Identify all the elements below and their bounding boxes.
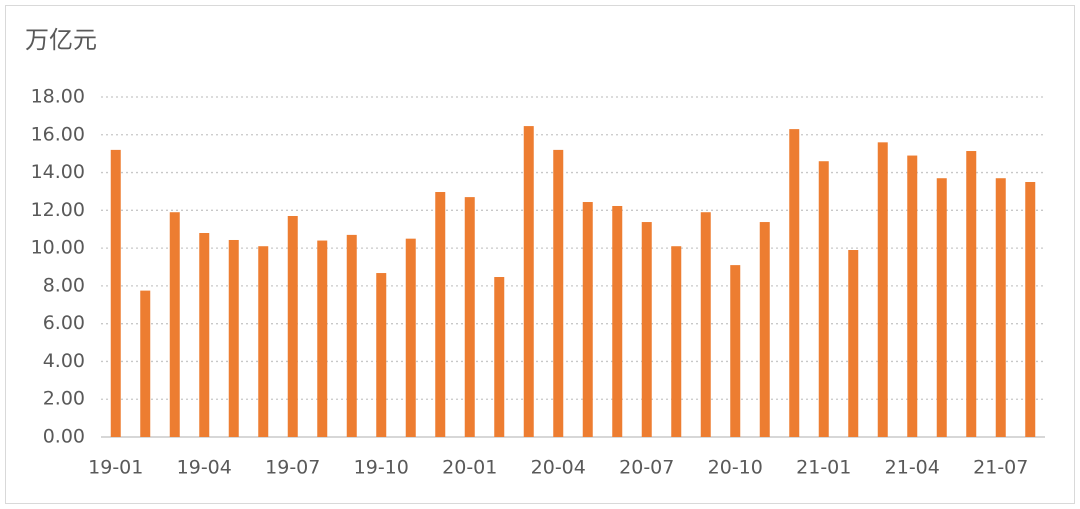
- bar: [464, 197, 475, 437]
- bar: [405, 238, 416, 437]
- x-tick-label: 20-07: [619, 457, 674, 479]
- bar: [1025, 182, 1036, 437]
- bar: [612, 205, 623, 437]
- x-tick-label: 19-07: [265, 457, 320, 479]
- x-tick-label: 19-04: [177, 457, 232, 479]
- bar: [376, 273, 387, 437]
- bar: [169, 212, 180, 437]
- bar: [671, 246, 682, 437]
- bar: [494, 277, 505, 437]
- bar: [582, 202, 593, 437]
- bar: [907, 155, 918, 438]
- x-tick-label: 21-04: [885, 457, 940, 479]
- bar: [789, 129, 800, 437]
- bar: [287, 216, 298, 437]
- bar: [199, 233, 210, 437]
- bar: [818, 161, 829, 437]
- bar: [553, 149, 564, 437]
- bar: [848, 250, 859, 437]
- bar: [435, 192, 446, 437]
- chart-border: [5, 5, 1075, 504]
- x-tick-label: 20-04: [531, 457, 586, 479]
- y-tick-label: 18.00: [31, 86, 85, 108]
- bar: [759, 222, 770, 437]
- y-tick-label: 12.00: [31, 199, 85, 221]
- y-tick-label: 14.00: [31, 161, 85, 183]
- bar: [877, 142, 888, 438]
- y-tick-label: 2.00: [43, 388, 85, 410]
- y-tick-label: 8.00: [43, 274, 85, 296]
- bar: [140, 290, 151, 437]
- bar: [228, 239, 239, 437]
- y-tick-label: 16.00: [31, 123, 85, 145]
- bar: [346, 234, 357, 437]
- bar: [700, 212, 711, 437]
- y-tick-label: 0.00: [43, 426, 85, 448]
- x-tick-label: 21-07: [973, 457, 1028, 479]
- bar: [523, 126, 534, 437]
- y-tick-label: 6.00: [43, 312, 85, 334]
- chart-title: 万亿元: [25, 26, 97, 54]
- bar: [258, 246, 269, 437]
- x-tick-label: 21-01: [796, 457, 851, 479]
- bar: [110, 149, 121, 437]
- bar: [995, 178, 1006, 437]
- bar: [730, 265, 741, 437]
- x-tick-label: 19-10: [354, 457, 409, 479]
- y-tick-label: 10.00: [31, 237, 85, 259]
- bar: [317, 240, 328, 437]
- x-tick-label: 20-10: [708, 457, 763, 479]
- x-tick-label: 19-01: [88, 457, 143, 479]
- x-tick-label: 20-01: [442, 457, 497, 479]
- bar: [966, 151, 977, 437]
- bar: [936, 178, 947, 437]
- y-tick-label: 4.00: [43, 350, 85, 372]
- bar: [641, 222, 652, 437]
